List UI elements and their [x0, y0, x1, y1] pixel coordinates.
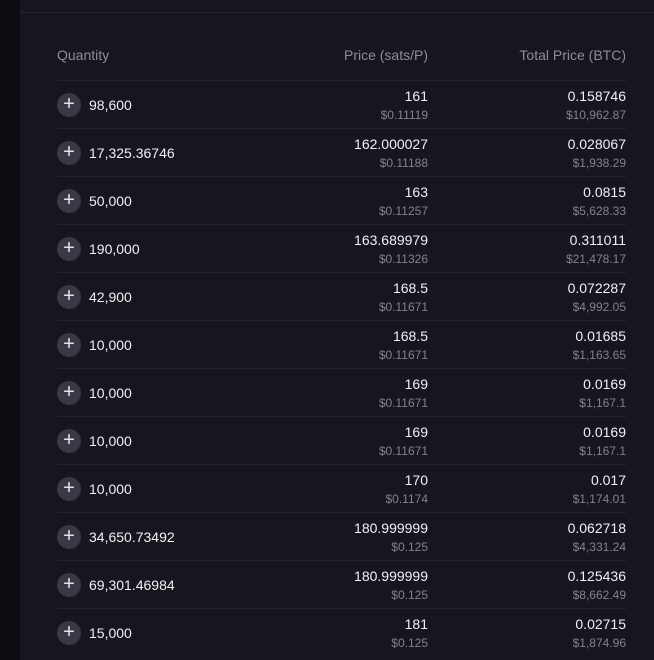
add-button[interactable]: + — [57, 189, 81, 213]
add-button[interactable]: + — [57, 141, 81, 165]
total-usd: $5,628.33 — [572, 204, 626, 218]
row-divider — [57, 128, 626, 129]
add-button[interactable]: + — [57, 429, 81, 453]
row-divider — [57, 512, 626, 513]
quantity: 34,650.73492 — [89, 529, 175, 545]
price-sats: 180.999999 — [354, 520, 428, 536]
total-usd: $8,662.49 — [572, 588, 626, 602]
quantity: 15,000 — [89, 625, 132, 641]
total-usd: $4,992.05 — [572, 300, 626, 314]
quantity: 50,000 — [89, 193, 132, 209]
total-usd: $1,174.01 — [572, 492, 626, 506]
price-sats: 162.000027 — [354, 136, 428, 152]
price-sats: 169 — [404, 424, 428, 440]
add-button[interactable]: + — [57, 477, 81, 501]
add-button[interactable]: + — [57, 381, 81, 405]
row-divider — [57, 320, 626, 321]
quantity: 10,000 — [89, 337, 132, 353]
row-divider — [57, 464, 626, 465]
price-sats: 169 — [404, 376, 428, 392]
total-usd: $4,331.24 — [572, 540, 626, 554]
price-usd: $0.11188 — [379, 156, 428, 170]
price-usd: $0.11326 — [378, 252, 428, 266]
row-divider — [57, 560, 626, 561]
total-btc: 0.158746 — [567, 88, 626, 104]
total-btc: 0.028067 — [567, 136, 626, 152]
column-header: Quantity — [57, 47, 110, 63]
quantity: 42,900 — [89, 289, 132, 305]
total-btc: 0.01685 — [575, 328, 626, 344]
price-usd: $0.11671 — [378, 396, 428, 410]
divider — [20, 12, 654, 13]
total-btc: 0.125436 — [567, 568, 626, 584]
quantity: 10,000 — [89, 481, 132, 497]
price-sats: 163.689979 — [354, 232, 428, 248]
total-btc: 0.062718 — [567, 520, 626, 536]
total-btc: 0.017 — [590, 472, 626, 488]
price-usd: $0.11671 — [378, 348, 428, 362]
price-usd: $0.1174 — [385, 492, 429, 506]
add-button[interactable]: + — [57, 621, 81, 645]
price-usd: $0.125 — [391, 588, 428, 602]
quantity: 10,000 — [89, 385, 132, 401]
price-usd: $0.11119 — [380, 108, 428, 122]
quantity: 17,325.36746 — [89, 145, 175, 161]
price-sats: 168.5 — [392, 328, 428, 344]
price-usd: $0.125 — [391, 540, 428, 554]
total-usd: $10,962.87 — [565, 108, 626, 122]
price-sats: 181 — [404, 616, 428, 632]
row-divider — [57, 224, 626, 225]
orders-panel — [20, 0, 654, 660]
total-usd: $1,167.1 — [579, 396, 626, 410]
row-divider — [57, 368, 626, 369]
price-sats: 163 — [404, 184, 428, 200]
row-divider — [57, 176, 626, 177]
row-divider — [57, 272, 626, 273]
add-button[interactable]: + — [57, 525, 81, 549]
add-button[interactable]: + — [57, 237, 81, 261]
column-header: Total Price (BTC) — [519, 47, 626, 63]
total-btc: 0.0169 — [583, 376, 626, 392]
row-divider — [57, 608, 626, 609]
total-usd: $1,938.29 — [572, 156, 626, 170]
total-usd: $1,874.96 — [572, 636, 626, 650]
total-btc: 0.0815 — [583, 184, 626, 200]
add-button[interactable]: + — [57, 573, 81, 597]
quantity: 69,301.46984 — [89, 577, 175, 593]
total-btc: 0.311011 — [569, 232, 626, 248]
price-sats: 180.999999 — [354, 568, 428, 584]
price-usd: $0.11671 — [378, 444, 428, 458]
column-header: Price (sats/P) — [343, 47, 428, 63]
add-button[interactable]: + — [57, 333, 81, 357]
total-usd: $1,163.65 — [572, 348, 626, 362]
price-sats: 170 — [404, 472, 428, 488]
row-divider — [57, 416, 626, 417]
add-button[interactable]: + — [57, 93, 81, 117]
row-divider — [57, 80, 626, 81]
total-btc: 0.0169 — [583, 424, 626, 440]
total-usd: $1,167.1 — [579, 444, 626, 458]
price-usd: $0.125 — [391, 636, 428, 650]
quantity: 10,000 — [89, 433, 132, 449]
total-usd: $21,478.17 — [565, 252, 626, 266]
quantity: 190,000 — [89, 241, 140, 257]
quantity: 98,600 — [89, 97, 132, 113]
total-btc: 0.02715 — [575, 616, 626, 632]
total-btc: 0.072287 — [567, 280, 626, 296]
price-sats: 161 — [404, 88, 428, 104]
price-usd: $0.11257 — [378, 204, 428, 218]
price-usd: $0.11671 — [378, 300, 428, 314]
add-button[interactable]: + — [57, 285, 81, 309]
price-sats: 168.5 — [392, 280, 428, 296]
